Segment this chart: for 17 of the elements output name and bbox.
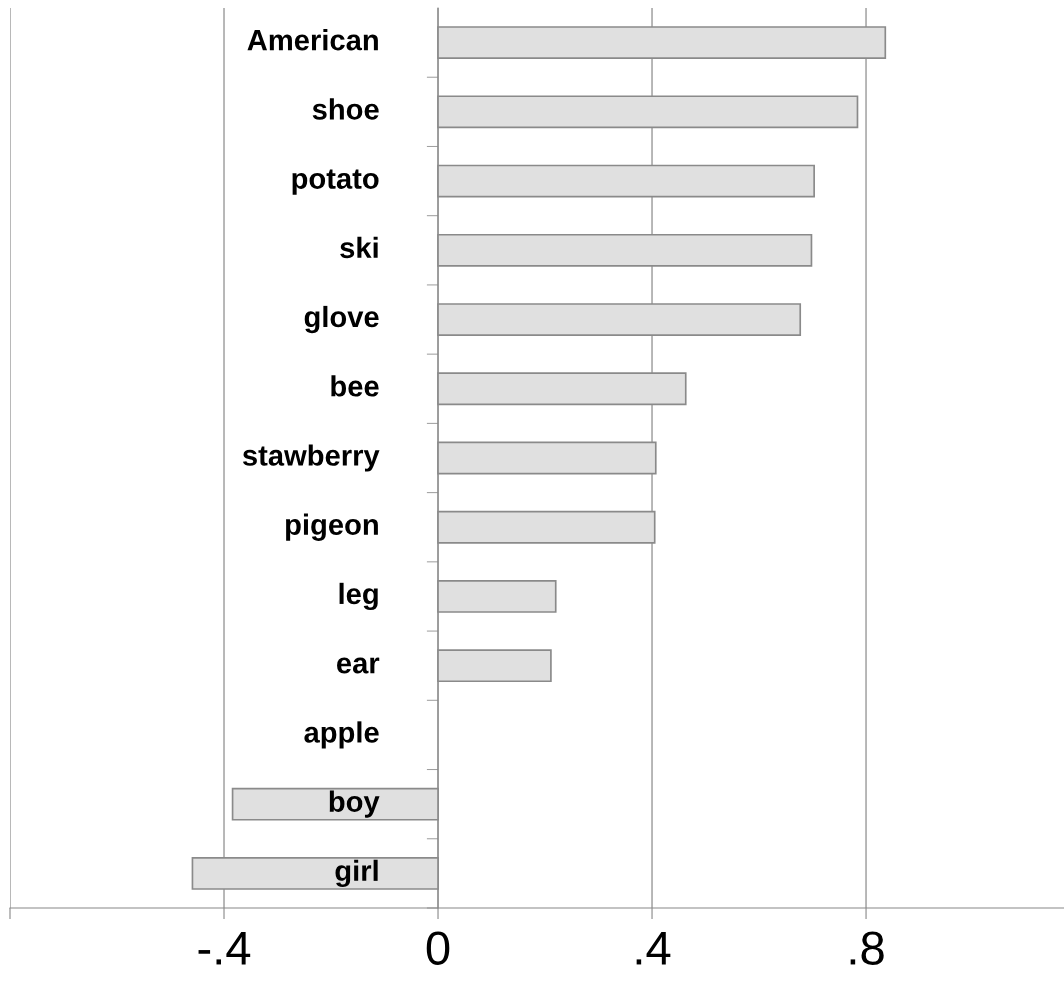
y-tick-label: bee <box>331 375 379 397</box>
x-tick-label: .4 <box>636 931 671 965</box>
y-tick-label: shoe <box>312 98 379 120</box>
x-tick-label: 0 <box>426 931 450 965</box>
y-tick-label: glove <box>304 305 379 334</box>
y-tick-label: stawberry <box>242 444 380 472</box>
x-tick-label: .8 <box>850 931 884 965</box>
y-tick-label: girl <box>335 859 378 888</box>
y-tick-label: ski <box>340 236 378 259</box>
y-tick-label: pigeon <box>286 513 378 541</box>
y-tick-label: ear <box>337 657 380 674</box>
y-tick-label: potato <box>292 169 379 195</box>
y-tick-label: boy <box>329 790 380 818</box>
y-tick-label: leg <box>339 582 378 611</box>
y-tick-label: American <box>247 29 378 51</box>
x-tick-label: -.4 <box>198 931 251 965</box>
y-tick-label: apple <box>304 721 379 749</box>
